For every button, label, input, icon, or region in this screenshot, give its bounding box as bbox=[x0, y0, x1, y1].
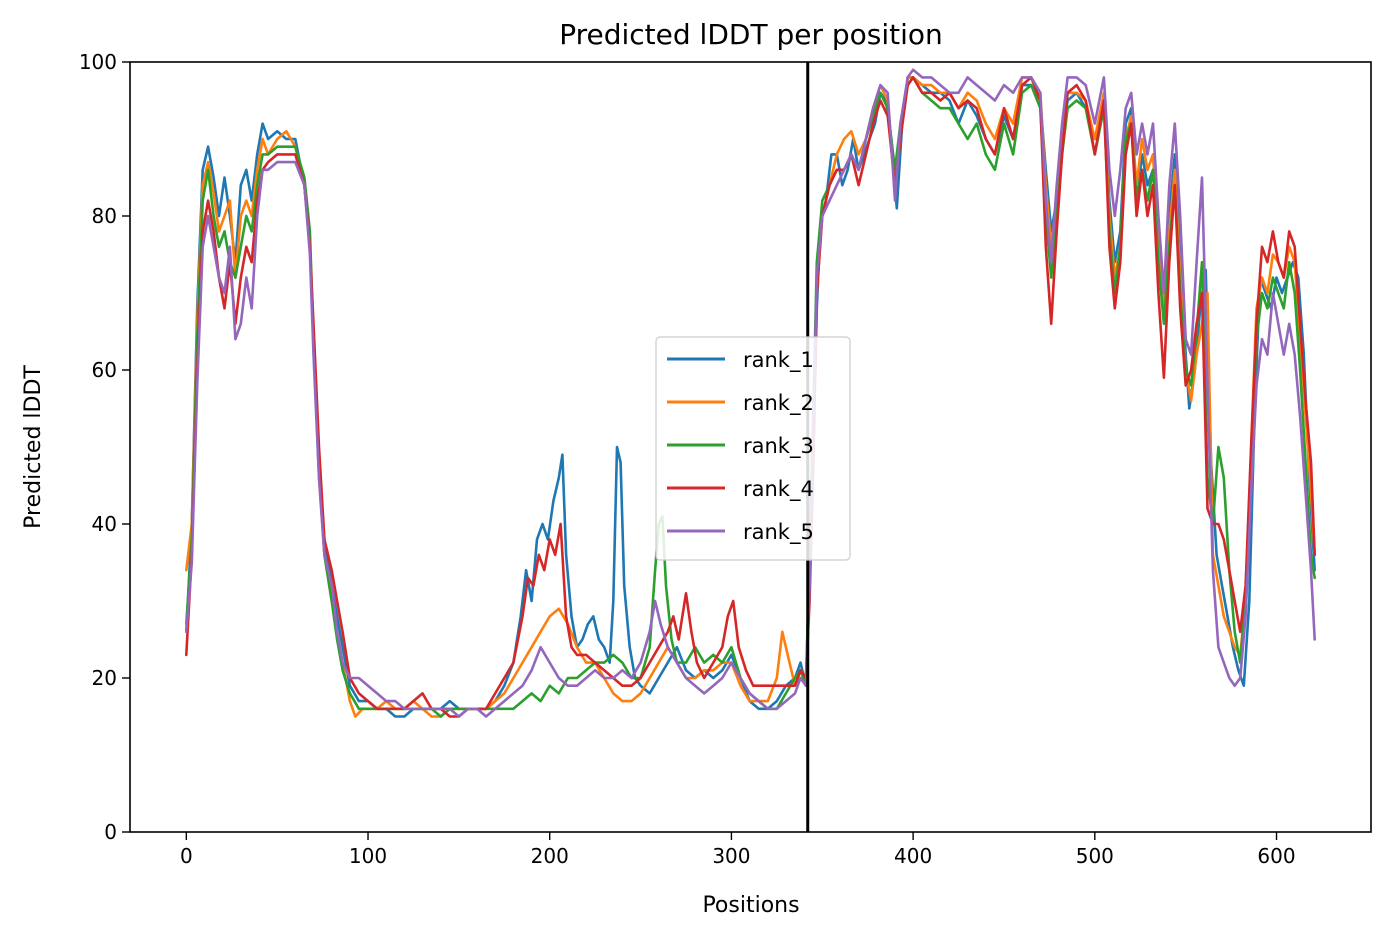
chart-title: Predicted lDDT per position bbox=[559, 18, 943, 51]
x-axis: 0 100 200 300 400 500 600 bbox=[180, 832, 1296, 868]
x-tick-label: 300 bbox=[712, 844, 750, 868]
series-line-rank-4 bbox=[185, 76, 1316, 718]
x-tick-label: 0 bbox=[180, 844, 193, 868]
x-tick-label: 500 bbox=[1076, 844, 1114, 868]
y-tick-label: 60 bbox=[92, 358, 117, 382]
x-tick-label: 600 bbox=[1257, 844, 1295, 868]
y-axis: 0 20 40 60 80 100 bbox=[79, 50, 130, 844]
x-tick-label: 200 bbox=[531, 844, 569, 868]
y-tick-label: 20 bbox=[92, 666, 117, 690]
y-tick-label: 80 bbox=[92, 204, 117, 228]
series-line-rank-5 bbox=[185, 68, 1316, 718]
x-tick-label: 400 bbox=[894, 844, 932, 868]
legend-label-rank-2: rank_2 bbox=[743, 391, 814, 416]
series-layer bbox=[185, 68, 1316, 718]
y-axis-title: Predicted lDDT bbox=[21, 365, 46, 529]
y-tick-label: 40 bbox=[92, 512, 117, 536]
legend: rank_1 rank_2 rank_3 rank_4 rank_5 bbox=[655, 336, 851, 561]
legend-label-rank-4: rank_4 bbox=[743, 477, 814, 502]
legend-label-rank-1: rank_1 bbox=[743, 348, 814, 373]
legend-label-rank-5: rank_5 bbox=[743, 520, 814, 545]
y-tick-label: 100 bbox=[79, 50, 117, 74]
x-tick-label: 100 bbox=[349, 844, 387, 868]
plot-frame bbox=[129, 61, 1372, 833]
y-tick-label: 0 bbox=[104, 820, 117, 844]
x-axis-title: Positions bbox=[702, 893, 799, 918]
legend-label-rank-3: rank_3 bbox=[743, 434, 814, 459]
legend-box bbox=[655, 336, 851, 561]
